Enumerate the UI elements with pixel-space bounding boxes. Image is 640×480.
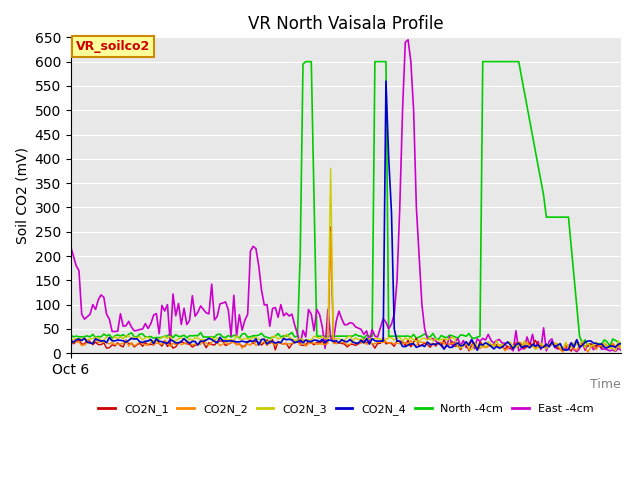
East -4cm xyxy=(573,349,580,355)
North -4cm xyxy=(302,59,310,64)
Line: CO2N_3: CO2N_3 xyxy=(70,168,621,351)
North -4cm xyxy=(573,303,580,309)
North -4cm xyxy=(592,345,600,351)
Line: CO2N_1: CO2N_1 xyxy=(70,227,621,351)
CO2N_2 xyxy=(595,343,603,348)
CO2N_4 xyxy=(100,338,108,344)
East -4cm xyxy=(67,243,74,249)
CO2N_3 xyxy=(67,338,74,344)
CO2N_3 xyxy=(612,348,620,354)
CO2N_4 xyxy=(169,338,177,344)
CO2N_2 xyxy=(327,229,335,235)
Text: Time: Time xyxy=(590,378,621,392)
North -4cm xyxy=(169,335,177,340)
Legend: CO2N_1, CO2N_2, CO2N_3, CO2N_4, North -4cm, East -4cm: CO2N_1, CO2N_2, CO2N_3, CO2N_4, North -4… xyxy=(94,400,598,420)
Text: VR_soilco2: VR_soilco2 xyxy=(76,40,150,53)
CO2N_4 xyxy=(89,341,97,347)
CO2N_1 xyxy=(595,342,603,348)
CO2N_3 xyxy=(100,338,108,344)
North -4cm xyxy=(213,332,221,337)
CO2N_2 xyxy=(169,340,177,346)
CO2N_3 xyxy=(169,338,177,344)
CO2N_4 xyxy=(562,348,570,353)
North -4cm xyxy=(100,331,108,337)
CO2N_4 xyxy=(595,342,603,348)
North -4cm xyxy=(617,341,625,347)
Line: East -4cm: East -4cm xyxy=(70,40,621,352)
East -4cm xyxy=(617,348,625,353)
CO2N_1 xyxy=(169,346,177,351)
North -4cm xyxy=(67,332,74,338)
CO2N_3 xyxy=(617,346,625,351)
East -4cm xyxy=(169,291,177,297)
East -4cm xyxy=(595,341,603,347)
Title: VR North Vaisala Profile: VR North Vaisala Profile xyxy=(248,15,444,33)
CO2N_1 xyxy=(67,339,74,345)
CO2N_4 xyxy=(67,337,74,343)
CO2N_2 xyxy=(100,339,108,345)
Line: CO2N_4: CO2N_4 xyxy=(70,81,621,350)
CO2N_4 xyxy=(576,345,584,350)
CO2N_1 xyxy=(576,343,584,349)
CO2N_4 xyxy=(617,341,625,347)
CO2N_2 xyxy=(617,345,625,351)
CO2N_2 xyxy=(573,348,580,353)
CO2N_1 xyxy=(89,342,97,348)
CO2N_1 xyxy=(617,343,625,349)
CO2N_2 xyxy=(89,340,97,346)
East -4cm xyxy=(100,294,108,300)
North -4cm xyxy=(89,332,97,337)
Line: CO2N_2: CO2N_2 xyxy=(70,232,621,352)
East -4cm xyxy=(576,346,584,351)
CO2N_3 xyxy=(592,339,600,345)
CO2N_3 xyxy=(327,166,335,171)
CO2N_4 xyxy=(213,340,221,346)
CO2N_4 xyxy=(382,78,390,84)
Line: North -4cm: North -4cm xyxy=(70,61,621,348)
CO2N_2 xyxy=(584,349,592,355)
CO2N_3 xyxy=(213,335,221,341)
CO2N_3 xyxy=(89,336,97,341)
North -4cm xyxy=(595,341,603,347)
CO2N_2 xyxy=(67,340,74,346)
CO2N_2 xyxy=(213,339,221,345)
East -4cm xyxy=(89,302,97,308)
CO2N_3 xyxy=(573,342,580,348)
East -4cm xyxy=(213,313,221,319)
CO2N_1 xyxy=(568,348,575,354)
Y-axis label: Soil CO2 (mV): Soil CO2 (mV) xyxy=(15,147,29,244)
CO2N_1 xyxy=(213,339,221,345)
CO2N_1 xyxy=(100,340,108,346)
East -4cm xyxy=(404,37,412,43)
CO2N_1 xyxy=(327,224,335,230)
